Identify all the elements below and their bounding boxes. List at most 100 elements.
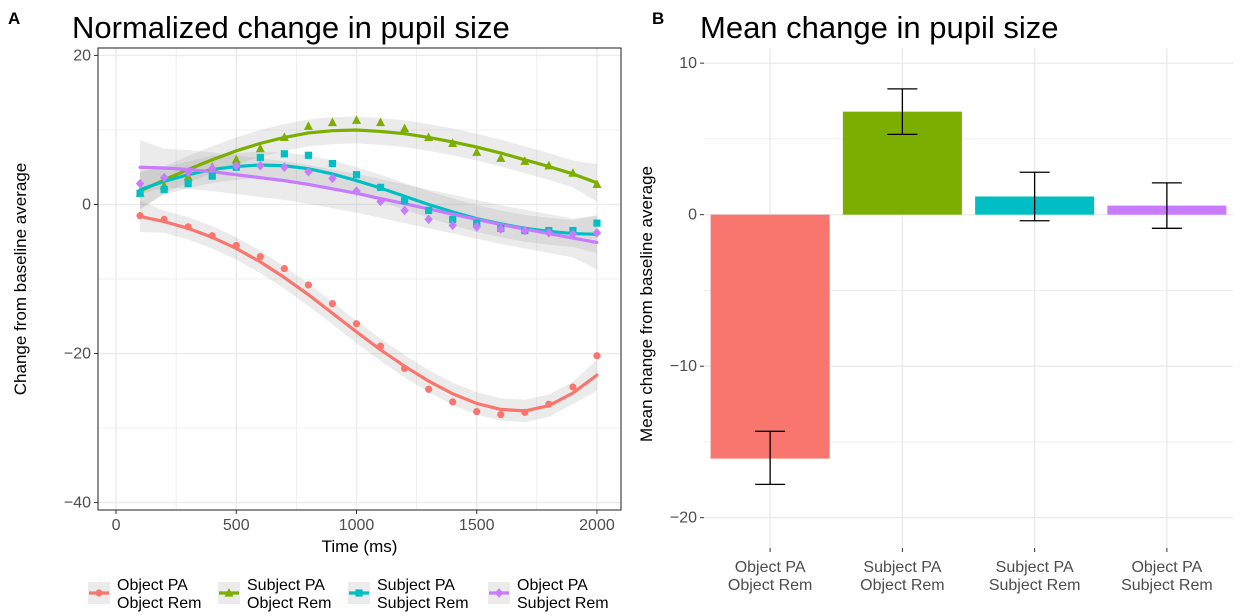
data-point-series-1: [328, 299, 337, 308]
panel-a-x-axis-label: Time (ms): [322, 537, 398, 556]
panel-a-points: [135, 115, 602, 419]
data-point-series-2: [303, 121, 313, 130]
data-point-series-2: [376, 117, 386, 127]
data-point-series-2: [424, 132, 434, 142]
legend-label-line-1: Subject PA: [247, 577, 325, 594]
data-point-series-4: [400, 205, 409, 216]
data-point-series-1: [136, 212, 144, 220]
data-point-series-4: [568, 229, 578, 240]
y-tick-label: −20: [670, 510, 697, 527]
data-point-series-3: [593, 219, 601, 227]
data-point-series-1: [569, 383, 577, 391]
data-point-series-4: [520, 225, 530, 236]
data-point-series-3: [425, 206, 433, 215]
y-tick-label: 0: [688, 207, 697, 224]
x-tick-label: 1000: [339, 517, 375, 534]
legend-label-line-1: Subject PA: [377, 577, 455, 594]
data-point-series-3: [280, 150, 288, 158]
legend-label-line-2: Subject Rem: [517, 595, 609, 612]
data-point-series-2: [327, 117, 337, 127]
panel-b-bars: [710, 111, 1227, 459]
legend-label-line-2: Subject Rem: [377, 595, 469, 612]
data-point-series-4: [472, 222, 481, 232]
data-point-series-3: [328, 159, 337, 168]
confidence-band-series-4: [140, 140, 597, 270]
data-point-series-1: [449, 398, 457, 406]
legend-label-line-2: Object Rem: [247, 595, 331, 612]
data-point-series-3: [256, 153, 264, 162]
data-point-series-4: [328, 173, 337, 184]
data-point-series-1: [304, 281, 313, 289]
y-tick-label: −10: [670, 358, 697, 375]
x-tick-label-line-1: Subject PA: [996, 559, 1074, 576]
data-point-series-4: [208, 163, 217, 174]
data-point-series-3: [160, 185, 168, 194]
y-tick-label: 10: [679, 55, 697, 72]
panel-a-title: Normalized change in pupil size: [72, 10, 510, 45]
data-point-series-3: [352, 171, 361, 179]
panel-a-y-axis-label: Change from baseline average: [11, 163, 30, 395]
x-tick-label-line-1: Object PA: [1131, 559, 1202, 576]
legend-label-line-2: Object Rem: [117, 595, 201, 612]
y-tick-label: 0: [82, 196, 91, 213]
data-point-series-1: [545, 400, 553, 408]
data-point-series-2: [351, 115, 361, 124]
legend-key-marker: [494, 588, 504, 598]
panel-b-letter: B: [652, 9, 664, 28]
data-point-series-4: [496, 224, 505, 234]
data-point-series-1: [593, 352, 601, 360]
data-point-series-2: [496, 153, 506, 162]
data-point-series-1: [160, 215, 168, 223]
y-tick-label: −20: [64, 346, 91, 363]
data-point-series-4: [304, 166, 313, 177]
data-point-series-3: [449, 215, 457, 223]
legend-key-marker: [355, 589, 363, 597]
x-tick-label-line-2: Subject Rem: [1121, 577, 1213, 594]
panel-a-border: [97, 47, 622, 511]
panel-b-error-bars: [755, 88, 1182, 486]
data-point-series-3: [136, 189, 144, 197]
panel-a-fit-lines: [138, 128, 599, 413]
data-point-series-2: [568, 168, 578, 177]
confidence-band-series-1: [140, 200, 597, 423]
data-point-series-1: [232, 241, 240, 250]
confidence-band-series-2: [140, 116, 597, 210]
data-point-series-2: [400, 123, 410, 133]
data-point-series-2: [544, 160, 554, 170]
legend-label-line-1: Object PA: [117, 577, 188, 594]
fit-line-series-2: [138, 128, 599, 193]
panel-b-y-axis-label: Mean change from baseline average: [637, 166, 656, 442]
data-point-series-1: [473, 408, 481, 416]
data-point-series-2: [255, 143, 265, 153]
panel-b: B Mean change in pupil size 10 0 −10 −20 Obj…: [637, 9, 1233, 594]
data-point-series-2: [520, 156, 530, 165]
fit-line-series-4: [138, 165, 599, 245]
data-point-series-2: [279, 132, 289, 142]
data-point-series-1: [208, 232, 216, 240]
y-tick-label: 20: [73, 47, 91, 64]
data-point-series-4: [280, 162, 289, 173]
fit-line-series-1: [138, 214, 599, 413]
data-point-series-4: [352, 186, 361, 196]
y-tick-label: −40: [64, 495, 91, 512]
data-point-series-2: [472, 147, 482, 156]
panel-b-title: Mean change in pupil size: [700, 10, 1058, 45]
x-tick-label: 500: [223, 517, 250, 534]
data-point-series-4: [232, 160, 241, 171]
x-tick-label-line-2: Object Rem: [728, 577, 812, 594]
data-point-series-2: [592, 179, 602, 188]
data-point-series-4: [424, 214, 433, 225]
data-point-series-1: [400, 364, 409, 373]
x-tick-label: 1500: [459, 517, 495, 534]
data-point-series-3: [400, 197, 409, 205]
data-point-series-2: [231, 154, 241, 164]
data-point-series-4: [376, 196, 385, 207]
data-point-series-1: [352, 320, 361, 328]
data-point-series-3: [304, 151, 313, 159]
legend-label-line-1: Object PA: [517, 577, 588, 594]
data-point-series-4: [135, 178, 145, 189]
panel-a-letter: A: [8, 9, 20, 28]
bar-1: [710, 214, 830, 459]
data-point-series-3: [208, 172, 216, 180]
